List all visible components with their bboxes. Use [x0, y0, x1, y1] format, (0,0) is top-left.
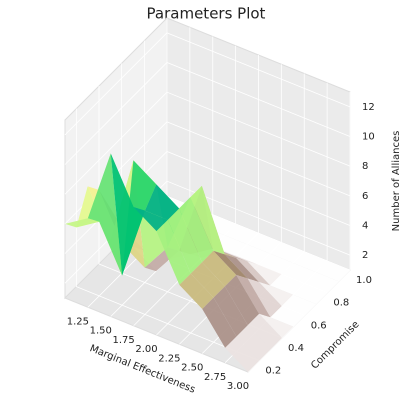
- y-tick-label: 0.2: [265, 366, 281, 377]
- surface-patch: [156, 219, 191, 285]
- surface-patch: [236, 325, 271, 361]
- surface-patch: [235, 244, 271, 265]
- surface-patch: [213, 250, 248, 279]
- z-tick-label: 6: [362, 191, 368, 202]
- surface-patch: [293, 283, 328, 304]
- z-grid-line: [64, 32, 351, 136]
- surface-patch: [258, 282, 294, 307]
- surface-patch: [202, 297, 237, 348]
- surface-patch: [202, 250, 237, 287]
- surface-patch: [190, 262, 225, 298]
- surface-patch: [144, 184, 180, 220]
- x-tick-label: 2.50: [181, 363, 203, 374]
- surface-patch: [224, 254, 259, 282]
- surface-patch: [315, 260, 350, 282]
- y-tick-label: 1.0: [356, 275, 372, 286]
- surface-patch: [258, 253, 293, 275]
- surface-patch: [224, 275, 260, 326]
- x-tick-label: 2.00: [135, 344, 157, 355]
- surface-patch: [281, 262, 316, 284]
- surface-patch: [87, 153, 123, 276]
- chart-title: Parameters Plot: [147, 5, 266, 23]
- z-tick-label: 12: [362, 102, 375, 113]
- surface-patch: [270, 274, 305, 295]
- x-tick-label: 1.50: [90, 326, 112, 337]
- surface-patch: [179, 273, 214, 309]
- surface-patch: [167, 208, 203, 274]
- surface-patch: [133, 207, 168, 232]
- surface-patch: [225, 336, 260, 372]
- surface-patch: [247, 261, 282, 286]
- surface-patch: [247, 313, 282, 350]
- surface-patch: [224, 223, 259, 245]
- surface-patch: [270, 306, 305, 327]
- y-grid-line: [75, 108, 260, 362]
- z-tick-label: 8: [362, 161, 368, 172]
- surface-patch: [236, 275, 271, 318]
- y-tick-label: 0.6: [311, 320, 327, 331]
- surface-patch: [224, 252, 259, 265]
- surface-patch: [110, 153, 145, 276]
- z-grid-line: [64, 62, 351, 165]
- surface-patch: [304, 272, 339, 293]
- x-tick-label: 1.25: [67, 316, 89, 327]
- x-tick-label: 3.00: [227, 381, 249, 392]
- surface-patch: [179, 197, 214, 263]
- surface-patch: [281, 294, 316, 316]
- z-grid-line: [64, 180, 351, 284]
- surface-patch: [247, 233, 282, 254]
- y-tick-label: 0.8: [333, 298, 349, 309]
- x-tick-label: 2.75: [204, 372, 226, 383]
- z-tick-label: 4: [362, 221, 368, 232]
- surface-patch: [270, 242, 305, 263]
- surface-patch: [236, 257, 271, 286]
- x-tick-label: 1.75: [112, 335, 134, 346]
- x-tick-label: 2.25: [158, 353, 180, 364]
- surface-patch: [259, 313, 294, 338]
- surface-patch: [65, 218, 100, 228]
- surface-patch: [247, 278, 282, 318]
- surface-patch: [292, 251, 328, 273]
- surface-patch: [213, 286, 248, 337]
- z-tick-label: 10: [362, 132, 375, 143]
- z-grid-line: [64, 91, 351, 195]
- z-tick-label: 2: [362, 250, 368, 261]
- surface-patch: [190, 185, 225, 255]
- z-axis-label: Number of Alliances: [391, 131, 402, 232]
- surface-patch: [212, 235, 248, 256]
- y-tick-label: 0.4: [288, 343, 304, 354]
